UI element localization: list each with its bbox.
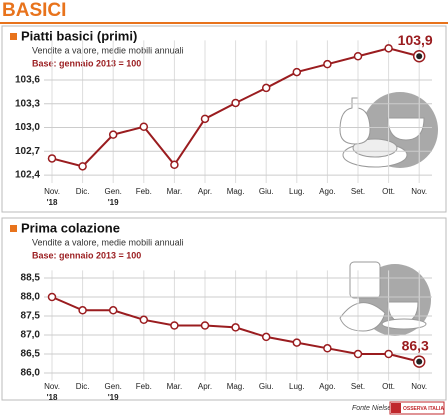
point — [170, 321, 179, 330]
y-tick-label: 86,0 — [21, 368, 41, 379]
point — [200, 114, 210, 124]
x-tick-label: Ago. — [319, 187, 335, 196]
x-tick-label: Nov. — [44, 382, 60, 391]
point — [108, 130, 118, 139]
chart-subtitle: Vendite a valore, medie mobili annuali — [32, 45, 184, 55]
x-tick-label: Feb. — [136, 187, 152, 196]
x-tick-label: Mar. — [167, 382, 183, 391]
x-tick-label: Nov. — [411, 382, 427, 391]
x-tick-year: '18 — [47, 393, 58, 402]
title-bullet — [10, 33, 17, 40]
x-tick-label: Ago. — [319, 382, 335, 391]
y-tick-label: 88,0 — [21, 292, 41, 303]
chart-note: Base: gennaio 2013 = 100 — [32, 250, 141, 260]
x-tick-label: Dic. — [76, 187, 90, 196]
x-tick-label: Gen. — [105, 382, 122, 391]
value-label: 103,9 — [398, 32, 433, 48]
x-tick-label: Giu. — [259, 382, 274, 391]
y-tick-label: 86,5 — [21, 349, 41, 360]
x-tick-label: Mag. — [227, 187, 245, 196]
x-tick-label: Mar. — [167, 187, 183, 196]
x-tick-label: Nov. — [44, 187, 60, 196]
x-tick-label: Lug. — [289, 382, 305, 391]
page-title: BASICI — [2, 0, 66, 21]
x-tick-label: Giu. — [259, 187, 274, 196]
point — [139, 122, 149, 132]
y-tick-label: 103,0 — [15, 122, 40, 133]
x-tick-label: Apr. — [198, 187, 212, 196]
y-tick-label: 87,0 — [21, 330, 41, 341]
logo-mark — [391, 403, 401, 413]
y-tick-label: 102,4 — [15, 170, 40, 181]
point — [47, 154, 57, 163]
point — [292, 338, 302, 347]
x-tick-label: Set. — [351, 382, 365, 391]
point — [416, 53, 423, 60]
logo-box — [389, 401, 445, 415]
point — [261, 332, 271, 342]
point — [231, 323, 240, 332]
y-tick-label: 88,5 — [21, 273, 41, 284]
y-tick-label: 87,5 — [21, 311, 41, 322]
point — [231, 98, 240, 108]
point — [47, 292, 57, 302]
x-tick-label: Set. — [351, 187, 365, 196]
point — [416, 358, 423, 365]
x-tick-label: Gen. — [105, 187, 122, 196]
y-tick-label: 103,3 — [15, 98, 40, 109]
x-tick-label: Mag. — [227, 382, 245, 391]
y-tick-label: 102,7 — [15, 146, 40, 157]
logo: OSSERVA ITALIA — [403, 406, 444, 412]
point — [323, 344, 332, 353]
chart-title: Prima colazione — [21, 220, 120, 235]
point — [170, 160, 179, 170]
point — [384, 349, 393, 359]
point — [78, 162, 87, 171]
value-label: 86,3 — [402, 337, 429, 353]
point — [200, 321, 210, 330]
title-bullet — [10, 225, 17, 232]
y-tick-label: 103,6 — [15, 75, 40, 86]
point — [78, 306, 87, 315]
x-tick-label: Lug. — [289, 187, 305, 196]
point — [353, 51, 363, 61]
x-tick-year: '19 — [108, 393, 119, 402]
chart-subtitle: Vendite a valore, medie mobili annuali — [32, 237, 184, 247]
chart-note: Base: gennaio 2013 = 100 — [32, 58, 141, 68]
chart-title: Piatti basici (primi) — [21, 28, 137, 43]
x-tick-year: '18 — [47, 198, 58, 207]
x-tick-label: Nov. — [411, 187, 427, 196]
point — [384, 44, 393, 53]
source: Fonte Nielsen — [352, 405, 395, 412]
x-tick-label: Apr. — [198, 382, 212, 391]
point — [323, 59, 332, 69]
point — [292, 67, 302, 77]
point — [108, 306, 118, 315]
x-tick-label: Feb. — [136, 382, 152, 391]
x-tick-label: Ott. — [382, 382, 395, 391]
x-tick-year: '19 — [108, 198, 119, 207]
point — [139, 315, 149, 325]
point — [261, 83, 271, 93]
x-tick-label: Ott. — [382, 187, 395, 196]
point — [353, 349, 363, 359]
x-tick-label: Dic. — [76, 382, 90, 391]
